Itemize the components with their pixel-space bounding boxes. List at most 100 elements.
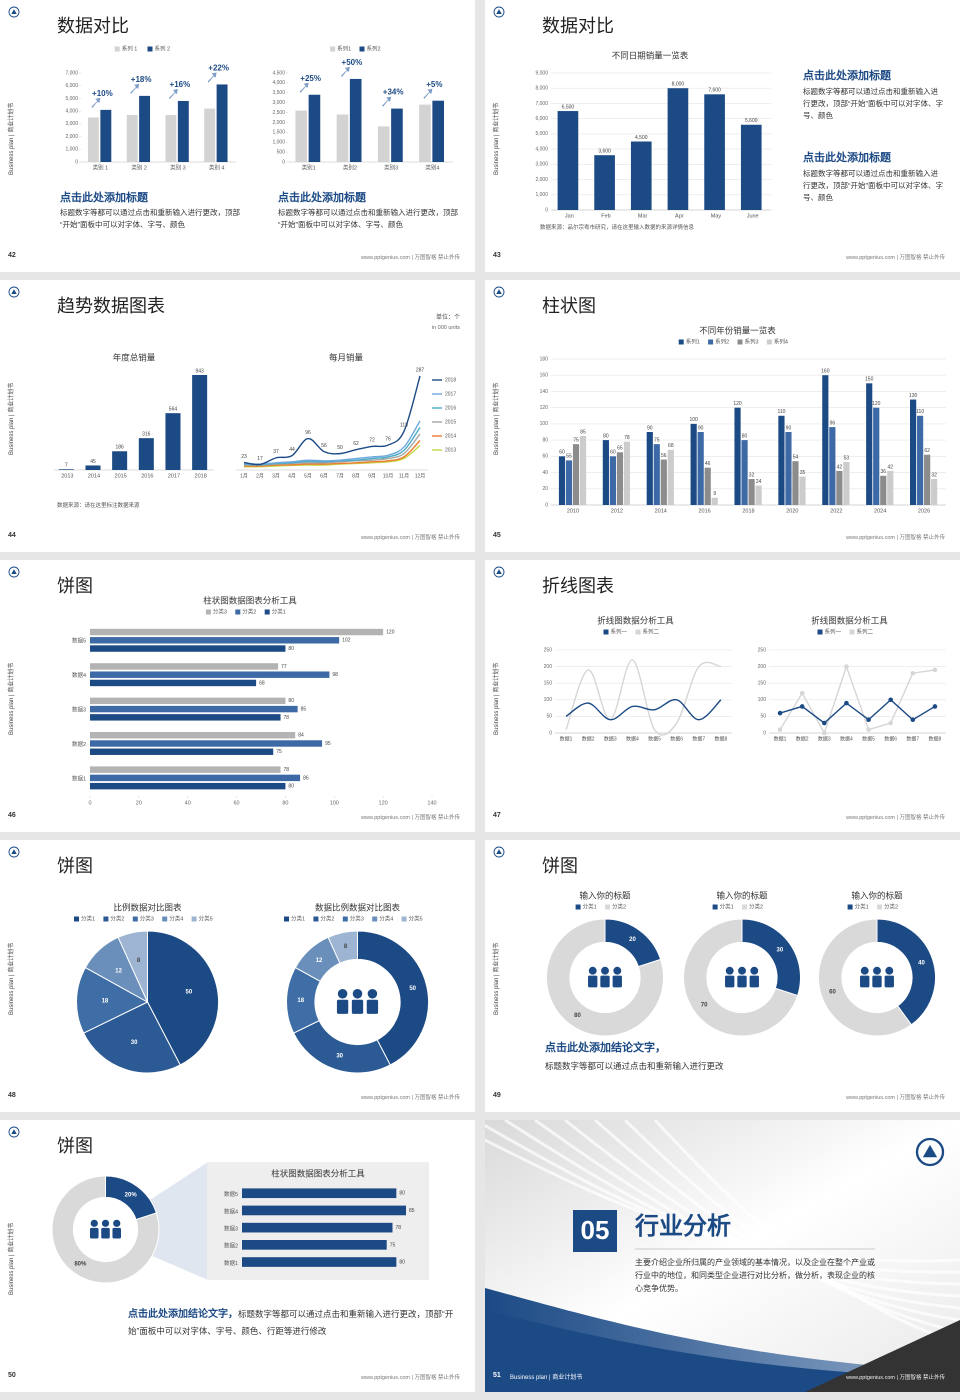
data-label: 18 [102,998,109,1004]
legend-swatch [132,916,138,922]
data-label: 316 [142,431,151,437]
data-label: 96 [305,430,311,436]
legend-label: 分类5 [409,914,423,922]
slide-title: 饼图 [542,856,578,876]
legend-swatch [359,46,365,52]
footer: www.pptgenius.com | 万图智格 禁止外传 [846,1095,945,1101]
y-tick-label: 4,000 [65,108,78,114]
footer: www.pptgenius.com | 万图智格 禁止外传 [361,1375,460,1381]
body-text: 数据来源：品尔宗粤市研究，请在这里输入数据的来源详情信息 [540,225,695,231]
data-label: 70 [701,1003,708,1009]
slide-number: 48 [8,1092,16,1099]
data-label: 7,600 [708,88,721,94]
slide-title: 折线图表 [542,576,614,596]
data-label: 12 [316,958,323,964]
data-label: 60 [559,450,565,456]
marker [844,700,849,706]
y-tick-label: 数据4 [224,1207,238,1215]
legend-swatch [342,916,348,922]
data-label: 32 [749,472,755,478]
line-series [565,659,722,736]
x-tick-label: 20 [136,800,142,806]
legend-label: 分类3 [140,914,154,922]
bar [741,440,748,505]
bar [126,114,138,162]
y-tick-label: 2,000 [535,177,548,183]
data-label: 45 [90,459,96,465]
y-tick-label: 2,000 [65,134,78,140]
icon-part [90,1219,98,1227]
legend-swatch [401,916,407,922]
legend-label: 2015 [445,419,456,425]
x-tick-label: 2017 [168,473,180,479]
logo [493,286,505,298]
icon-part [101,1227,110,1239]
decor-curve [623,1120,960,1334]
legend-swatch [575,904,581,910]
data-label: 78 [284,715,290,721]
x-tick-label: 2010 [567,508,579,514]
bar [778,415,785,505]
y-tick-label: 150 [758,681,767,687]
data-label: 50 [409,986,416,992]
x-tick-label: Apr [675,213,684,219]
y-tick-label: 3,500 [272,90,285,96]
bar [667,88,689,210]
slide-number: 46 [8,812,16,819]
bar [917,415,924,505]
legend-swatch [103,916,109,922]
y-tick-label: 0 [763,730,766,736]
data-label: 56 [321,443,327,449]
chart-title: 输入你的标题 [579,890,631,900]
slide-number: 49 [493,1092,501,1099]
y-tick-label: 数据2 [72,740,86,748]
y-tick-label: 4,500 [272,70,285,76]
y-tick-label: 数据3 [224,1224,238,1232]
data-label: 110 [777,409,785,415]
slice [292,1019,391,1074]
line-series [243,444,421,468]
y-tick-label: 2,500 [272,110,285,116]
chart-title: 输入你的标题 [716,890,768,900]
slide-title: 饼图 [57,856,93,876]
data-label: 35 [800,470,806,476]
bar [100,109,112,162]
data-label: 80 [742,433,748,439]
icon-part [725,966,734,975]
bar [755,485,762,505]
x-tick-label: 5月 [304,473,312,479]
side-label: Business plan | 商业计划书 [494,942,500,1015]
bar [87,117,99,162]
bar [558,456,566,505]
y-tick-label: 200 [544,664,553,670]
annotation-arrow [91,97,101,108]
marker [932,704,938,709]
data-label: 50 [337,445,343,451]
legend-label: 系列一 [611,627,628,635]
x-tick-label: 10月 [383,473,394,479]
data-label: 20 [629,937,636,943]
logo [496,569,502,574]
annotation: +22% [208,64,229,73]
bar [90,697,286,705]
x-tick-label: 类别 3 [170,163,186,171]
slice [76,966,149,1034]
y-tick-label: 500 [277,149,286,155]
y-tick-label: 7,000 [65,70,78,76]
data-label: 8 [137,958,141,964]
icon-part [336,999,349,1014]
y-tick-label: 数据3 [72,705,86,713]
icon-part [725,975,735,988]
x-tick-label: 类别 4 [209,163,225,171]
legend-label: 系列4 [774,337,788,345]
marker [777,727,783,732]
footer: www.pptgenius.com | 万图智格 禁止外传 [361,1095,460,1101]
bar [90,714,281,721]
icon-part [884,975,894,988]
data-label: 85 [301,707,307,713]
bar [90,748,274,755]
legend-label: 系列1 [686,337,700,345]
legend-label: 2014 [445,433,456,439]
y-tick-label: 180 [540,356,549,362]
marker [866,717,871,723]
